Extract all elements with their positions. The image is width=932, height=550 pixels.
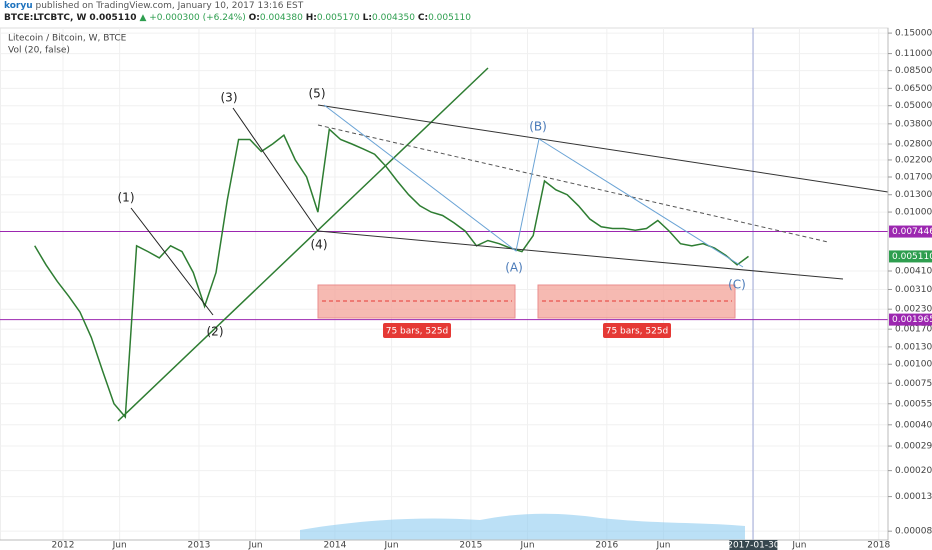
x-tick-label: 2018 (867, 541, 890, 550)
x-tick-highlight (729, 540, 778, 550)
series (0, 127, 888, 419)
quote-key: O: (248, 13, 260, 23)
x-tick-label: 2012 (52, 541, 75, 550)
channel-lower (317, 230, 844, 280)
last: 0.005110 (89, 13, 137, 23)
x-tick-label: Jun (519, 541, 534, 550)
range-label: 75 bars, 525d (606, 327, 669, 337)
annotation: (4) (311, 238, 328, 252)
x-tick-label: 2014 (323, 541, 346, 550)
quote-key: H: (305, 13, 317, 23)
plot-area (0, 27, 889, 541)
published: published on TradingView.com, January 10… (35, 1, 304, 11)
quote-line: BTCE:LTCBTC, W 0.005110 ▲ +0.000300 (+6.… (4, 12, 471, 24)
range-label: 75 bars, 525d (386, 327, 449, 337)
chart-subtitle: Vol (20, false) (8, 46, 70, 56)
quote-key: C: (417, 13, 429, 23)
annotation: (C) (728, 278, 746, 292)
publish-line: koryu published on TradingView.com, Janu… (4, 0, 471, 12)
annotation: (5) (309, 87, 326, 101)
x-tick-label: 2017-01-30 (727, 541, 780, 550)
wave-line (130, 207, 214, 316)
x-tick-label: Jun (791, 541, 806, 550)
price-label-box (889, 250, 932, 263)
x-tick-label: 2013 (188, 541, 211, 550)
range-label-box (603, 323, 671, 338)
annotation: (2) (207, 325, 224, 339)
change: ▲ +0.000300 (+6.24%) (139, 13, 246, 23)
price-label: 0.007446 (892, 227, 932, 237)
annotation: (3) (221, 91, 238, 105)
quote-value: 0.005110 (428, 13, 472, 23)
quote-value: 0.005170 (316, 13, 360, 23)
annotation: (A) (505, 261, 523, 275)
wave-line (232, 107, 319, 232)
x-tick-label: Jun (384, 541, 399, 550)
price-line-series (34, 127, 749, 419)
abc-line (323, 104, 744, 268)
header: koryu published on TradingView.com, Janu… (4, 0, 471, 24)
quote-value: 0.004380 (259, 13, 303, 23)
quote-value: 0.004350 (372, 13, 415, 23)
x-tick-label: Jun (112, 541, 127, 550)
x-tick-label: Jun (655, 541, 670, 550)
price-label-box (889, 313, 932, 326)
y-tick-label: 0.000135 (895, 492, 932, 502)
range-label-box (383, 323, 451, 338)
author[interactable]: koryu (4, 1, 33, 11)
trend-line (117, 67, 489, 422)
x-tick-label: 2016 (595, 541, 618, 550)
y-tick-label: 0.000080 (895, 527, 932, 537)
x-tick-label: 2015 (459, 541, 482, 550)
annotation: (B) (529, 120, 547, 134)
quote: O:0.004380 H:0.005170 L:0.004350 C:0.005… (249, 13, 471, 23)
symbol: BTCE:LTCBTC, W (4, 13, 87, 23)
x-tick-label: Jun (248, 541, 263, 550)
annotation: (1) (118, 191, 135, 205)
price-label-box (889, 225, 932, 238)
price-label: 0.005110 (892, 252, 932, 262)
volume-area (300, 513, 745, 540)
price-axis (888, 28, 932, 540)
chart-title: Litecoin / Bitcoin, W, BTCE (8, 34, 127, 44)
quote-key: L: (362, 13, 373, 23)
channel-upper (317, 104, 889, 193)
channel-mid (317, 124, 829, 243)
price-label: 0.001965 (892, 315, 932, 325)
